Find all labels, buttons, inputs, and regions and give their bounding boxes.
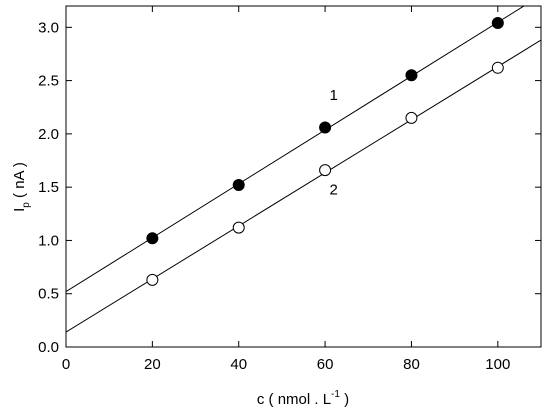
data-point-series-2 [491, 61, 504, 74]
data-point-series-2 [405, 111, 418, 124]
data-point-series-1 [146, 232, 159, 245]
y-tick-label: 3.0 [38, 19, 59, 36]
fit-lines [66, 6, 541, 333]
x-axis-title-end: ) [340, 391, 349, 408]
y-tick-label: 0.5 [38, 286, 59, 303]
x-tick-label: 20 [144, 356, 161, 373]
x-axis-title: c ( nmol . L-1 ) [257, 389, 349, 408]
series-label-2: 2 [330, 182, 338, 199]
y-tick-label: 2.5 [38, 73, 59, 90]
y-axis-title: Ip ( nA ) [11, 162, 32, 212]
data-point-series-1 [319, 121, 332, 134]
series-labels: 12 [330, 87, 338, 199]
y-tick-label: 0.0 [38, 339, 59, 356]
x-tick-label: 0 [62, 356, 70, 373]
data-point-series-2 [146, 273, 159, 286]
data-point-series-2 [232, 221, 245, 234]
y-tick-label: 2.0 [38, 126, 59, 143]
y-tick-label: 1.5 [38, 179, 59, 196]
data-point-series-1 [491, 17, 504, 30]
data-point-series-1 [405, 69, 418, 82]
fit-line-series-1 [66, 6, 525, 293]
data-points [146, 17, 504, 286]
x-tick-label: 80 [403, 356, 420, 373]
x-axis-title-superscript: -1 [331, 389, 340, 400]
fit-line-series-2 [66, 39, 541, 333]
y-axis-title-end: ( nA ) [11, 162, 28, 202]
y-axis-title-subscript: p [21, 202, 32, 208]
y-axis: 0.0 0.5 1.0 1.5 2.0 2.5 3.0 [38, 19, 541, 356]
x-tick-label: 100 [485, 356, 510, 373]
data-point-series-2 [319, 164, 332, 177]
x-axis-title-main: c ( nmol . L [257, 391, 331, 408]
series-label-1: 1 [330, 87, 338, 104]
plot-frame [65, 5, 542, 348]
data-point-series-1 [232, 179, 245, 192]
y-tick-label: 1.0 [38, 232, 59, 249]
x-tick-label: 40 [230, 356, 247, 373]
x-axis: 0 20 40 60 80 100 [62, 6, 510, 373]
plot-area [65, 5, 542, 348]
x-tick-label: 60 [317, 356, 334, 373]
y-axis-title-main: I [11, 208, 28, 212]
